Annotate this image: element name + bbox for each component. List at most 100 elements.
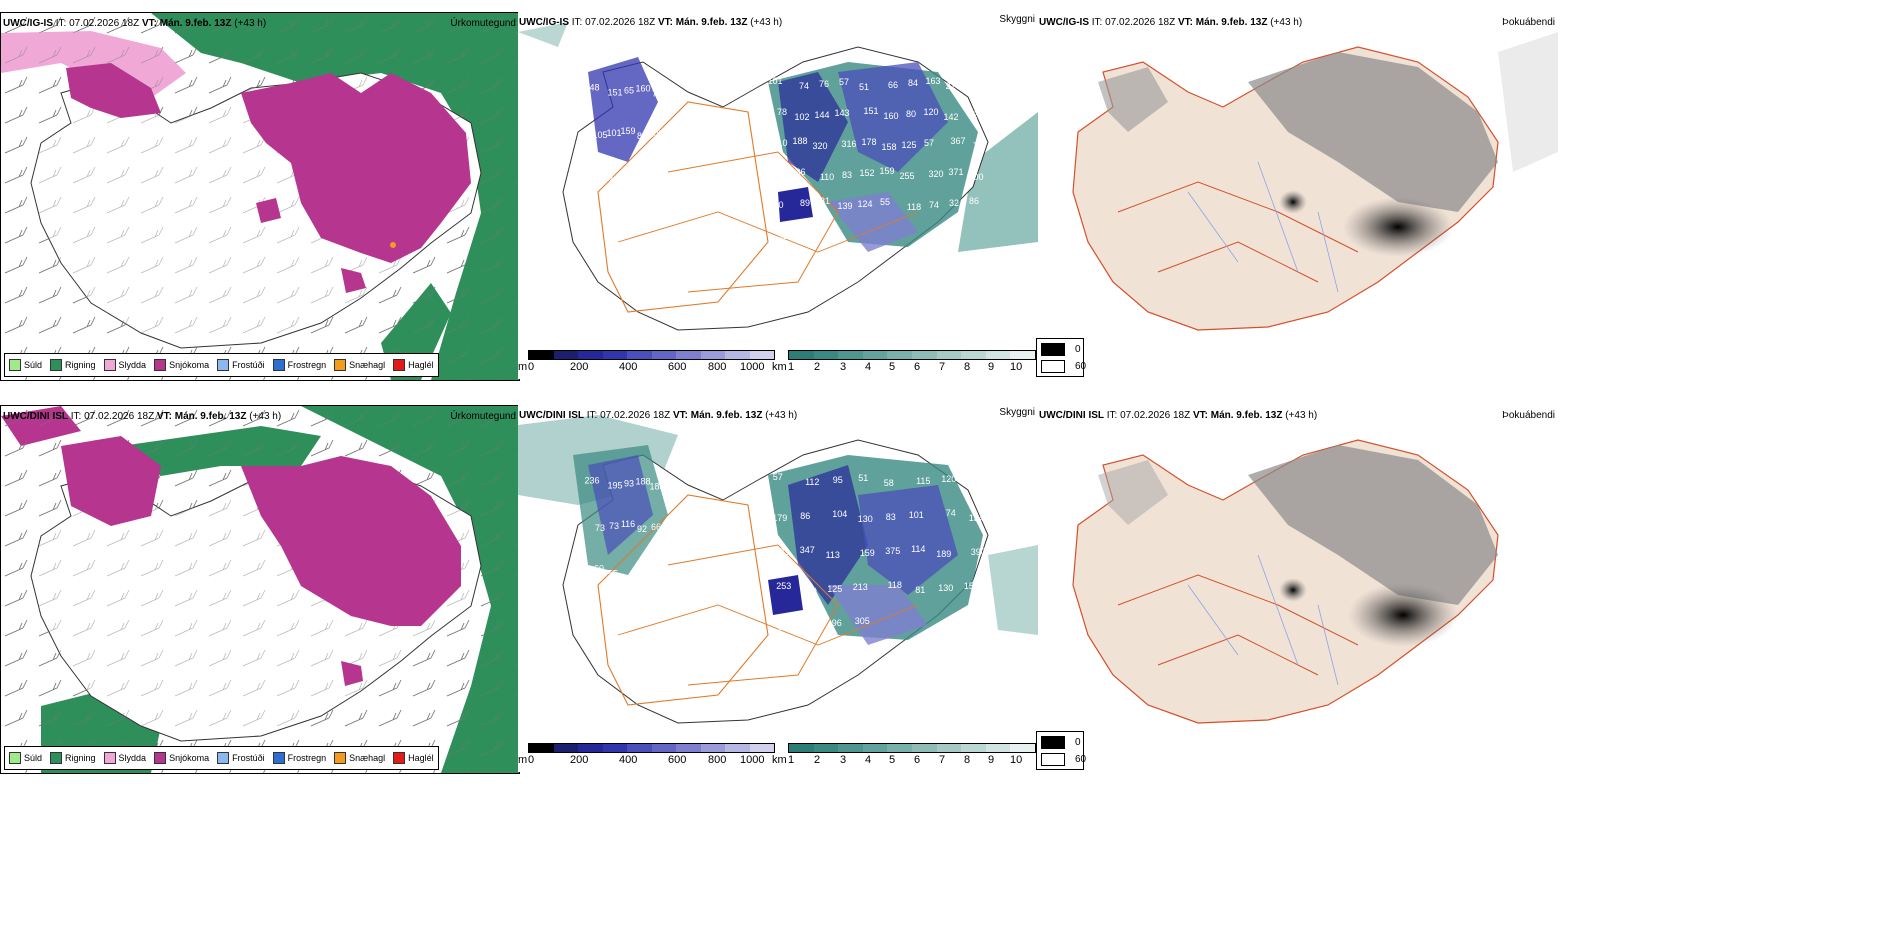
legend-label: Frostregn (287, 753, 327, 763)
lead-time: (+43 h) (1285, 410, 1318, 421)
visibility-value-label: 81 (820, 196, 830, 206)
legend-swatch (217, 359, 230, 371)
colorbar-tick: 3 (840, 361, 847, 373)
panel-title: Skyggni (999, 407, 1035, 418)
legend-label: Súld (24, 360, 43, 370)
visibility-value-label: 121 (967, 472, 982, 482)
visibility-value-label: 66 (888, 80, 898, 90)
colorbar-unit: m (518, 754, 528, 766)
colorbar-tick: 1 (788, 754, 795, 766)
visibility-value-label: 136 (790, 167, 805, 177)
legend-swatch (103, 359, 116, 371)
legend-item-snaehagl: Snæhagl (334, 359, 385, 371)
legend-label: Frostúði (232, 360, 265, 370)
visibility-value-label: 55 (608, 568, 618, 578)
legend-swatch (272, 752, 285, 764)
visibility-value-label: 92 (637, 524, 647, 534)
legend-swatch (50, 359, 63, 371)
visibility-value-label: 115 (916, 476, 930, 486)
legend-swatch (9, 752, 21, 764)
visibility-colorbar-m-row2: m 0 200 400 600 800 1000 (518, 743, 775, 773)
visibility-value-label: 51 (859, 82, 869, 92)
visibility-value-label: 112 (805, 477, 819, 487)
colorbar-tick: 600 (668, 754, 687, 766)
visibility-value-label: 83 (886, 512, 896, 522)
colorbar-tick: 4 (865, 754, 872, 766)
visibility-value-label: 65 (806, 620, 816, 630)
visibility-value-label: 101 (767, 76, 782, 86)
visibility-value-label: 151 (863, 106, 878, 116)
it-value: 07.02.2026 18Z (600, 410, 671, 421)
visibility-value-label: 118 (907, 202, 921, 212)
panel-header: UWC/IG-IS IT: 07.02.2026 18Z VT: Mán. 9.… (519, 17, 782, 29)
visibility-value-label: 120 (941, 474, 956, 484)
vt-value: Mán. 9.feb. 13Z (174, 411, 247, 422)
it-label: IT: (55, 18, 67, 29)
precip-type-map-ig (1, 13, 519, 380)
legend-swatch (50, 752, 63, 764)
legend-swatch (217, 752, 230, 764)
visibility-value-label: 104 (832, 509, 847, 519)
visibility-value-label: 51 (858, 473, 868, 483)
visibility-value-label: 102 (794, 112, 809, 122)
legend-label: Frostregn (287, 360, 327, 370)
visibility-value-label: 80 (906, 109, 916, 119)
colorbar-tick: 2 (814, 361, 821, 373)
legend-item-slydda: Slydda (103, 752, 146, 764)
panel-title: Skyggni (999, 14, 1035, 25)
visibility-value-label: 125 (901, 140, 916, 150)
colorbar-strip (788, 350, 1036, 360)
visibility-value-label: 134 (969, 513, 984, 523)
vt-label: VT: (1177, 17, 1193, 28)
colorbar-tick: 7 (939, 361, 946, 373)
visibility-value-label: 124 (857, 199, 872, 209)
fog-legend-swatch (1041, 360, 1065, 373)
fog-legend-label: 60 (1075, 754, 1087, 765)
visibility-value-label: 320 (812, 141, 827, 151)
visibility-value-label: 74 (929, 200, 939, 210)
visibility-value-label: 185 (649, 482, 664, 492)
visibility-value-label: 236 (584, 476, 599, 486)
legend-label: Snæhagl (349, 753, 386, 763)
legend-label: Snjókoma (169, 360, 210, 370)
visibility-value-label: 81 (915, 585, 925, 595)
vt-value: Mán. 9.feb. 13Z (159, 18, 232, 29)
colorbar-tick: 7 (939, 754, 946, 766)
visibility-value-label: 189 (936, 549, 951, 559)
visibility-value-label: 217 (945, 81, 960, 91)
visibility-value-label: 139 (837, 201, 852, 211)
legend-swatch (393, 359, 406, 371)
visibility-value-label: 347 (800, 545, 815, 555)
legend-label: Slydda (118, 360, 147, 370)
visibility-colorbar-m-row1: m 0 200 400 600 800 1000 (518, 350, 775, 380)
colorbar-tick: 5 (889, 361, 896, 373)
legend-swatch (334, 752, 347, 764)
visibility-value-label: 255 (899, 171, 914, 181)
visibility-value-label: 86 (800, 511, 810, 521)
panel-header: UWC/DINI ISL IT: 07.02.2026 18Z VT: Mán.… (3, 411, 281, 423)
legend-item-rigning: Rigning (50, 752, 96, 764)
panel-title: Úrkomutegund (450, 411, 516, 422)
legend-swatch (393, 752, 406, 764)
visibility-value-label: 159 (860, 548, 875, 558)
lead-time: (+43 h) (234, 18, 267, 29)
legend-label: Haglél (408, 753, 434, 763)
legend-label: Snjókoma (169, 753, 210, 763)
visibility-value-label: 60 (594, 563, 604, 573)
vt-value: Mán. 9.feb. 13Z (675, 17, 748, 28)
visibility-value-label: 159 (879, 166, 894, 176)
legend-item-frostudi: Frostúði (217, 359, 265, 371)
fog-legend-item: 0 (1041, 736, 1081, 749)
colorbar-tick: 1000 (740, 754, 765, 766)
vt-value: Mán. 9.feb. 13Z (1210, 410, 1283, 421)
it-value: 07.02.2026 18Z (1105, 17, 1176, 28)
visibility-value-label: 116 (621, 519, 635, 529)
visibility-value-label: 170 (802, 586, 817, 596)
panel-header: UWC/IG-IS IT: 07.02.2026 18Z VT: Mán. 9.… (3, 18, 266, 30)
visibility-colorbar-km-row1: km 1 2 3 4 5 6 7 8 9 10 (772, 350, 1037, 380)
precip-type-panel-ig: UWC/IG-IS IT: 07.02.2026 18Z VT: Mán. 9.… (0, 12, 520, 381)
visibility-value-label: 144 (814, 110, 829, 120)
fog-legend-label: 0 (1075, 737, 1081, 748)
model-name: UWC/IG-IS (519, 17, 569, 28)
visibility-value-label: 188 (792, 136, 807, 146)
